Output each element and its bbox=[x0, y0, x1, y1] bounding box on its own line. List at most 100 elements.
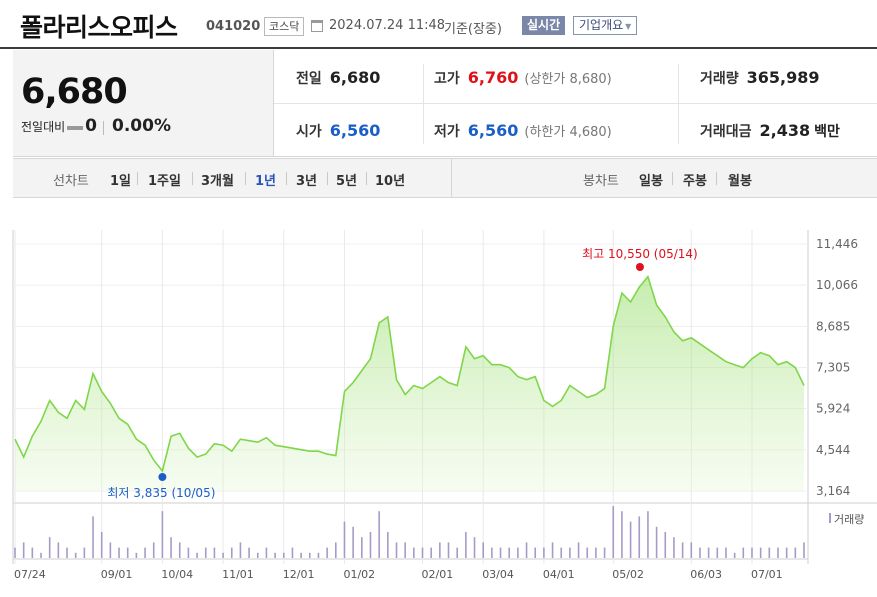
candle-chart-label: 봉차트 bbox=[583, 174, 619, 189]
volume-bar bbox=[14, 547, 16, 558]
current-price: 6,680 bbox=[21, 72, 128, 112]
x-tick-label: 04/01 bbox=[543, 568, 575, 581]
volume-bar bbox=[560, 547, 563, 558]
volume-bar bbox=[395, 542, 398, 558]
price-area-fill bbox=[15, 276, 804, 491]
realtime-button[interactable]: 실시간 bbox=[522, 16, 566, 35]
change-label: 전일대비 bbox=[21, 120, 66, 134]
volume-bar bbox=[118, 547, 120, 558]
volume-bar bbox=[92, 516, 94, 558]
high-value: 6,760 bbox=[467, 68, 519, 87]
volume-bar bbox=[126, 547, 129, 558]
volume-bar bbox=[161, 511, 164, 558]
low-value: 6,560 bbox=[467, 121, 519, 140]
volume-bar bbox=[794, 547, 797, 558]
volume-bar bbox=[759, 547, 762, 558]
x-tick-label: 06/03 bbox=[690, 568, 722, 581]
y-tick-label: 10,066 bbox=[816, 278, 858, 292]
volume-bar bbox=[40, 552, 42, 558]
calendar-icon bbox=[311, 20, 323, 32]
volume-bar bbox=[291, 547, 294, 558]
tab-daily-candle[interactable]: 일봉 bbox=[639, 174, 663, 189]
line-chart-label: 선차트 bbox=[53, 174, 89, 189]
volume-bar bbox=[681, 542, 684, 558]
chart-annotations: 최고 10,550 (05/14) 최저 3,835 (10/05) bbox=[107, 247, 697, 500]
volume-bar bbox=[230, 547, 233, 558]
tab-3month[interactable]: 3개월 bbox=[201, 174, 234, 189]
max-marker bbox=[635, 263, 644, 271]
company-overview-label: 기업개요 bbox=[579, 18, 624, 32]
high-label: 고가 bbox=[434, 71, 460, 87]
tab-monthly-candle[interactable]: 월봉 bbox=[728, 174, 752, 189]
volume-bar bbox=[317, 552, 320, 558]
volume-bar bbox=[621, 511, 623, 558]
tab-divider bbox=[192, 172, 193, 185]
tab-weekly-candle[interactable]: 주봉 bbox=[683, 174, 707, 189]
volume-bar bbox=[785, 547, 788, 558]
price-line bbox=[14, 275, 805, 473]
volume-bar bbox=[534, 547, 537, 558]
volume-bar bbox=[248, 547, 250, 558]
change-divider bbox=[103, 120, 105, 135]
volume-bar bbox=[508, 547, 511, 558]
volume-bar bbox=[144, 547, 146, 558]
volume-bar bbox=[577, 542, 580, 558]
volume-bar bbox=[239, 542, 242, 558]
stock-name: 폴라리스오피스 bbox=[20, 13, 178, 42]
volume-bar bbox=[430, 547, 432, 558]
x-tick-label: 03/04 bbox=[482, 568, 514, 581]
volume-bar bbox=[603, 547, 606, 558]
flat-change-icon bbox=[67, 125, 84, 130]
quote-col-divider bbox=[678, 64, 679, 144]
volume-bar bbox=[335, 542, 337, 558]
tab-divider bbox=[716, 172, 717, 185]
y-tick-label: 7,305 bbox=[816, 361, 850, 375]
volume-bar bbox=[447, 542, 450, 558]
volume-bar bbox=[690, 542, 693, 558]
volume-bar bbox=[517, 547, 519, 558]
volume-bar bbox=[707, 547, 710, 558]
tab-group-divider bbox=[451, 159, 452, 197]
x-tick-label: 10/04 bbox=[161, 568, 193, 581]
volume-bar bbox=[499, 547, 502, 558]
tab-1day[interactable]: 1일 bbox=[110, 174, 132, 189]
volume-bar bbox=[803, 542, 805, 558]
volume-bar bbox=[196, 552, 198, 558]
y-tick-label: 5,924 bbox=[816, 402, 850, 416]
tab-10year[interactable]: 10년 bbox=[375, 174, 406, 189]
amount-value: 2,438 bbox=[759, 121, 811, 140]
volume-bar bbox=[387, 532, 389, 558]
volume-bar bbox=[74, 552, 77, 558]
volume-bar bbox=[733, 552, 736, 558]
volume-bar bbox=[655, 526, 658, 558]
volume-bar bbox=[465, 532, 467, 558]
dropdown-caret-icon: ▼ bbox=[625, 22, 632, 31]
quote-panel: 6,680 전일대비 0 0.00% 전일 6,680 고가 6,760 (상한가 8,6… bbox=[13, 50, 877, 157]
tab-1year[interactable]: 1년 bbox=[255, 174, 277, 189]
tab-1week[interactable]: 1주일 bbox=[148, 174, 181, 189]
tab-3year[interactable]: 3년 bbox=[296, 174, 318, 189]
prev-close-label: 전일 bbox=[296, 71, 322, 87]
volume-bar bbox=[170, 537, 172, 558]
volume-bar bbox=[482, 542, 484, 558]
x-tick-label: 02/01 bbox=[422, 568, 454, 581]
volume-bar bbox=[716, 547, 719, 558]
x-tick-label: 11/01 bbox=[222, 568, 254, 581]
volume-bar bbox=[265, 547, 268, 558]
low-label: 저가 bbox=[434, 124, 460, 140]
x-tick-label: 01/02 bbox=[343, 568, 375, 581]
quote-row-divider bbox=[274, 103, 877, 104]
open-label: 시가 bbox=[296, 124, 322, 140]
volume-bar bbox=[378, 511, 380, 558]
x-axis: 07/24 09/01 10/04 11/01 12/01 01/02 02/01 03/04… bbox=[14, 568, 783, 581]
volume-bars: 거래량 bbox=[14, 506, 864, 558]
stock-header: 폴라리스오피스 041020 코스닥 2024.07.24 11:48 기준(장… bbox=[0, 0, 877, 49]
tab-5year[interactable]: 5년 bbox=[336, 174, 358, 189]
volume-bar bbox=[222, 552, 224, 558]
volume-bar bbox=[22, 542, 25, 558]
tab-divider bbox=[286, 172, 287, 185]
volume-bar bbox=[629, 521, 632, 558]
change-percent: 0.00% bbox=[112, 116, 171, 136]
volume-bar bbox=[187, 547, 190, 558]
company-overview-button[interactable]: 기업개요 ▼ bbox=[573, 16, 638, 35]
